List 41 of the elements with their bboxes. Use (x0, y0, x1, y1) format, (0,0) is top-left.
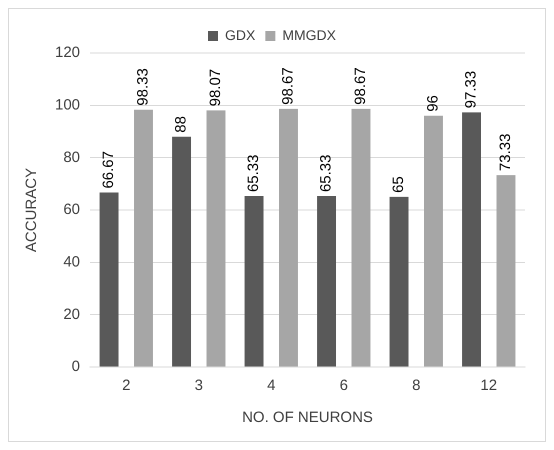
data-label: 98.67 (352, 67, 370, 105)
bar (390, 196, 409, 366)
y-tick-label: 0 (72, 358, 80, 376)
x-tick-label: 4 (267, 377, 276, 394)
bar (352, 108, 370, 366)
data-label: 88 (172, 116, 190, 133)
bar (279, 108, 298, 366)
y-tick-label: 120 (54, 44, 80, 62)
y-tick-label: 80 (63, 148, 80, 166)
x-tick-label: 2 (122, 377, 130, 394)
data-label: 98.07 (207, 68, 224, 106)
bar (496, 175, 516, 366)
data-label: 73.33 (497, 134, 514, 172)
x-tick-label: 6 (340, 377, 348, 394)
y-tick-label: 60 (63, 201, 80, 218)
legend-label: MMGDX (282, 26, 337, 43)
bar (244, 196, 264, 366)
legend-label: GDX (225, 26, 256, 43)
y-tick-label: 100 (54, 96, 80, 114)
data-label: 97.33 (462, 70, 480, 108)
x-tick-label: 3 (194, 377, 203, 394)
data-label: 65.33 (318, 154, 335, 192)
data-label: 65 (390, 176, 408, 193)
x-tick-label: 8 (412, 377, 420, 394)
bar (206, 110, 226, 366)
y-tick-label: 40 (63, 253, 80, 270)
x-axis-title: NO. OF NEURONS (242, 409, 373, 426)
bar (317, 196, 336, 366)
data-label: 66.67 (100, 151, 118, 189)
bar (100, 192, 119, 366)
data-label: 98.33 (134, 68, 152, 106)
data-label: 65.33 (245, 154, 262, 192)
x-tick-label: 12 (480, 377, 498, 394)
bar (424, 116, 443, 366)
bar (462, 112, 482, 366)
y-tick-label: 20 (63, 306, 80, 323)
data-label: 96 (424, 95, 442, 112)
data-label: 98.67 (280, 67, 297, 105)
bar (134, 110, 153, 366)
y-axis-title: ACCURACY (23, 168, 40, 252)
bar (172, 136, 192, 366)
